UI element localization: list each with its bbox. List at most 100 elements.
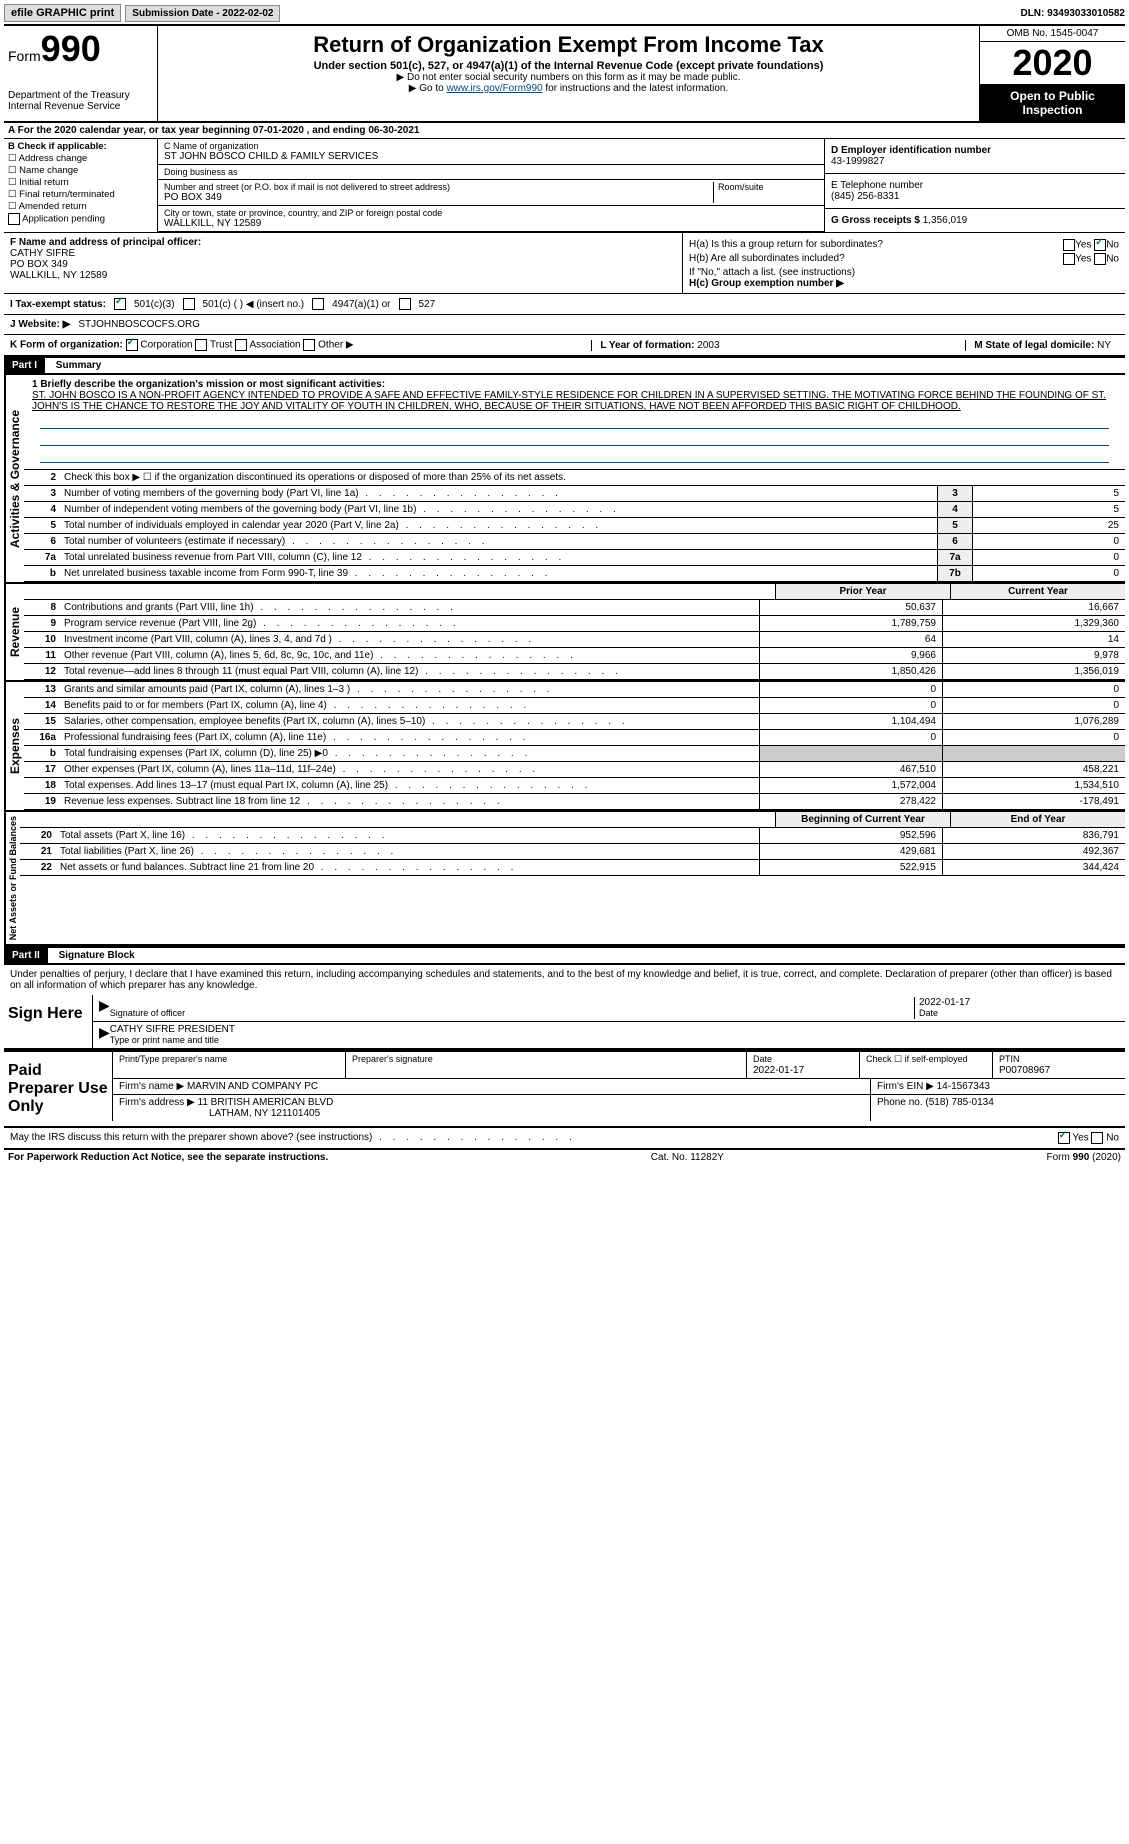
- status-4947[interactable]: [312, 298, 324, 310]
- fin-row: 11 Other revenue (Part VIII, column (A),…: [24, 648, 1125, 664]
- fin-row: 22 Net assets or fund balances. Subtract…: [20, 860, 1125, 876]
- status-501c3[interactable]: [114, 298, 126, 310]
- line-desc: Total number of volunteers (estimate if …: [60, 534, 937, 549]
- sig-date-value: 2022-01-17: [919, 997, 970, 1008]
- gov-line: 7a Total unrelated business revenue from…: [24, 550, 1125, 566]
- phone-value: (845) 256-8331: [831, 191, 899, 202]
- korg-other[interactable]: [303, 339, 315, 351]
- status-501c[interactable]: [183, 298, 195, 310]
- line-num: 12: [24, 664, 60, 679]
- tax-status-row: I Tax-exempt status: 501(c)(3) 501(c) ( …: [4, 294, 1125, 315]
- line-desc: Grants and similar amounts paid (Part IX…: [60, 682, 759, 697]
- line-num: 21: [20, 844, 56, 859]
- line-desc: Total liabilities (Part X, line 26): [56, 844, 759, 859]
- check-final-return[interactable]: ☐ Final return/terminated: [8, 189, 153, 200]
- sig-name-label: Type or print name and title: [110, 1035, 219, 1045]
- check-amended-return[interactable]: ☐ Amended return: [8, 201, 153, 212]
- hb-yes[interactable]: [1063, 253, 1075, 265]
- korg-assoc[interactable]: [235, 339, 247, 351]
- website-label: J Website: ▶: [10, 319, 70, 330]
- line-desc: Total assets (Part X, line 16): [56, 828, 759, 843]
- department-label: Department of the Treasury Internal Reve…: [8, 90, 153, 112]
- state-domicile-label: M State of legal domicile:: [974, 340, 1094, 351]
- ha-no[interactable]: [1094, 239, 1106, 251]
- end-year-header: End of Year: [950, 812, 1125, 827]
- netassets-section: Net Assets or Fund Balances Beginning of…: [4, 812, 1125, 946]
- line-box: 3: [937, 486, 972, 501]
- line-desc: Total expenses. Add lines 13–17 (must eq…: [60, 778, 759, 793]
- prior-val: 952,596: [759, 828, 942, 843]
- prior-val: 1,789,759: [759, 616, 942, 631]
- fin-row: 9 Program service revenue (Part VIII, li…: [24, 616, 1125, 632]
- firm-ein-label: Firm's EIN ▶: [877, 1081, 934, 1092]
- line-desc: Contributions and grants (Part VIII, lin…: [60, 600, 759, 615]
- check-name-change[interactable]: ☐ Name change: [8, 165, 153, 176]
- part2-header: Part II: [4, 948, 48, 963]
- footer: For Paperwork Reduction Act Notice, see …: [4, 1150, 1125, 1165]
- line-val: 25: [972, 518, 1125, 533]
- state-domicile-value: NY: [1097, 340, 1111, 351]
- hb-no[interactable]: [1094, 253, 1106, 265]
- korg-label: K Form of organization:: [10, 340, 123, 351]
- line-desc: Benefits paid to or for members (Part IX…: [60, 698, 759, 713]
- beginning-year-header: Beginning of Current Year: [775, 812, 950, 827]
- prior-val: 1,104,494: [759, 714, 942, 729]
- korg-corp[interactable]: [126, 339, 138, 351]
- firm-name-value: MARVIN AND COMPANY PC: [187, 1081, 318, 1092]
- hb-label: H(b) Are all subordinates included?: [689, 253, 845, 265]
- officer-name: CATHY SIFRE: [10, 248, 75, 259]
- line-desc: Total number of individuals employed in …: [60, 518, 937, 533]
- line-num: 2: [24, 470, 60, 485]
- check-initial-return[interactable]: ☐ Initial return: [8, 177, 153, 188]
- current-year-header: Current Year: [950, 584, 1125, 599]
- discuss-yes[interactable]: [1058, 1132, 1070, 1144]
- line-num: 8: [24, 600, 60, 615]
- dba-label: Doing business as: [164, 167, 818, 177]
- check-application-pending[interactable]: Application pending: [8, 213, 153, 225]
- ptin-value: P00708967: [999, 1065, 1050, 1076]
- current-val: 14: [942, 632, 1125, 647]
- line-num: 5: [24, 518, 60, 533]
- mission-text: ST. JOHN BOSCO IS A NON-PROFIT AGENCY IN…: [32, 390, 1106, 412]
- sign-here-label: Sign Here: [4, 995, 92, 1048]
- governance-section: Activities & Governance 1 Briefly descri…: [4, 375, 1125, 584]
- line-num: 7a: [24, 550, 60, 565]
- part1-title: Summary: [48, 360, 102, 371]
- check-address-change[interactable]: ☐ Address change: [8, 153, 153, 164]
- org-form-row: K Form of organization: Corporation Trus…: [4, 335, 1125, 356]
- current-val: 458,221: [942, 762, 1125, 777]
- line-num: 19: [24, 794, 60, 809]
- expenses-label: Expenses: [4, 682, 24, 810]
- street-value: PO BOX 349: [164, 192, 713, 203]
- fin-row: 21 Total liabilities (Part X, line 26) 4…: [20, 844, 1125, 860]
- current-val: 492,367: [942, 844, 1125, 859]
- arrow-icon: ▶: [99, 997, 110, 1019]
- line-val: 5: [972, 502, 1125, 517]
- expenses-section: Expenses 13 Grants and similar amounts p…: [4, 682, 1125, 812]
- fin-row: 17 Other expenses (Part IX, column (A), …: [24, 762, 1125, 778]
- fin-row: b Total fundraising expenses (Part IX, c…: [24, 746, 1125, 762]
- ha-yes[interactable]: [1063, 239, 1075, 251]
- current-val: 0: [942, 698, 1125, 713]
- prior-val: 1,572,004: [759, 778, 942, 793]
- city-value: WALLKILL, NY 12589: [164, 218, 818, 229]
- officer-label: F Name and address of principal officer:: [10, 237, 201, 248]
- efile-button[interactable]: efile GRAPHIC print: [4, 4, 121, 22]
- website-row: J Website: ▶ STJOHNBOSCOCFS.ORG: [4, 315, 1125, 335]
- line-num: 4: [24, 502, 60, 517]
- line-val: 0: [972, 534, 1125, 549]
- prep-date-value: 2022-01-17: [753, 1065, 804, 1076]
- officer-addr2: WALLKILL, NY 12589: [10, 270, 107, 281]
- korg-trust[interactable]: [195, 339, 207, 351]
- line-num: 11: [24, 648, 60, 663]
- signature-block: Under penalties of perjury, I declare th…: [4, 965, 1125, 1050]
- irs-link[interactable]: www.irs.gov/Form990: [446, 83, 542, 94]
- status-label: I Tax-exempt status:: [10, 299, 106, 310]
- prior-val: 0: [759, 698, 942, 713]
- line-val: 0: [972, 566, 1125, 581]
- status-527[interactable]: [399, 298, 411, 310]
- line-num: 16a: [24, 730, 60, 745]
- firm-ein-value: 14-1567343: [937, 1081, 990, 1092]
- line-num: 20: [20, 828, 56, 843]
- discuss-no[interactable]: [1091, 1132, 1103, 1144]
